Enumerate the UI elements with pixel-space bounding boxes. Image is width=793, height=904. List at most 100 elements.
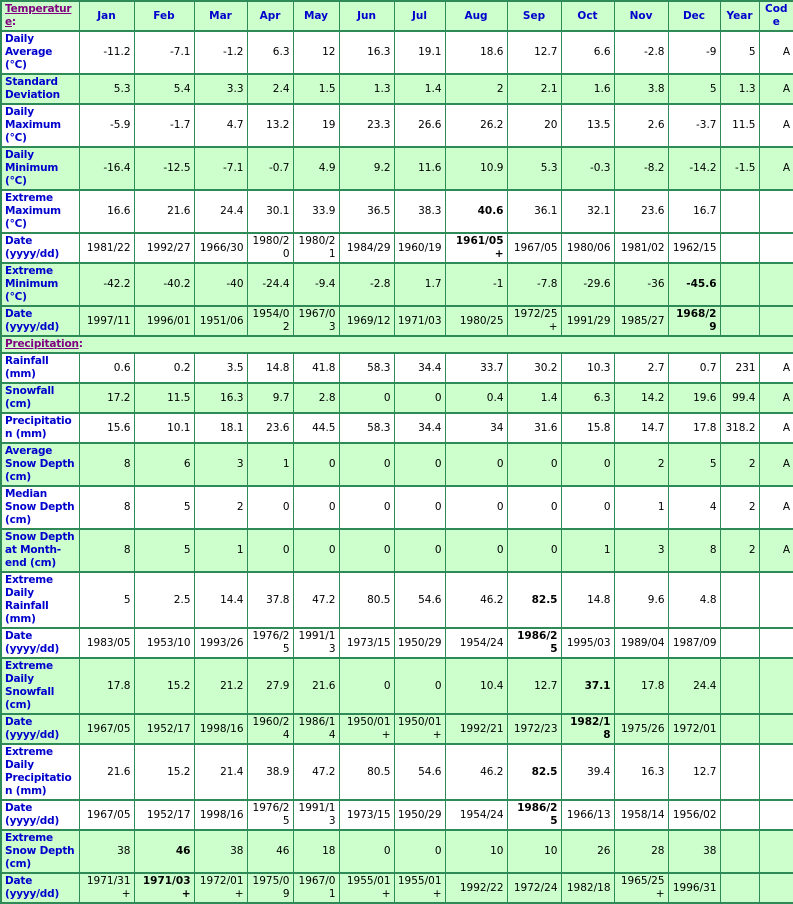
data-cell: 1	[193, 528, 248, 573]
data-cell: -1	[444, 262, 508, 307]
data-cell: 1991/13	[292, 799, 340, 831]
data-cell: 1983/05	[78, 627, 135, 659]
table-row: Date (yyyy/dd) 1983/05 1953/10 1993/26 1976/…	[0, 627, 793, 659]
data-cell: 1.3	[719, 73, 760, 105]
data-cell: 18.1	[193, 412, 248, 444]
data-cell: 33.7	[444, 352, 508, 384]
data-cell: 1976/25	[246, 799, 294, 831]
data-cell: -2.8	[613, 30, 669, 75]
data-cell	[758, 571, 793, 629]
data-cell	[758, 799, 793, 831]
temperature-section-link[interactable]: Temperature	[5, 3, 72, 28]
data-cell: A	[758, 442, 793, 487]
data-cell: 318.2	[719, 412, 760, 444]
data-cell: 3	[613, 528, 669, 573]
data-cell: 34.4	[393, 412, 446, 444]
data-cell: 1950/01+	[338, 713, 395, 745]
data-cell: 1.6	[560, 73, 615, 105]
data-cell: 32.1	[560, 189, 615, 234]
data-cell: 1	[560, 528, 615, 573]
data-cell: 0.4	[444, 382, 508, 414]
column-header-feb: Feb	[133, 0, 195, 32]
data-cell: 1956/02	[667, 799, 721, 831]
data-cell: 1982/18	[560, 872, 615, 904]
column-header-jun: Jun	[338, 0, 395, 32]
data-cell: -12.5	[133, 146, 195, 191]
data-cell: 4.9	[292, 146, 340, 191]
data-cell: 26.2	[444, 103, 508, 148]
data-cell: 1953/10	[133, 627, 195, 659]
data-cell: 80.5	[338, 571, 395, 629]
data-cell: 2.6	[613, 103, 669, 148]
temperature-section-colon: :	[11, 16, 16, 28]
data-cell: 0	[338, 657, 395, 715]
data-cell: -36	[613, 262, 669, 307]
data-cell: 21.6	[78, 743, 135, 801]
data-cell: 6.6	[560, 30, 615, 75]
table-row: Snowfall (cm) 17.2 11.5 16.3 9.7 2.8 0 0 0.4 1.4 6…	[0, 382, 793, 414]
data-cell: 37.8	[246, 571, 294, 629]
data-cell: 1965/25+	[613, 872, 669, 904]
data-cell: 23.6	[246, 412, 294, 444]
data-cell	[758, 657, 793, 715]
data-cell: 13.2	[246, 103, 294, 148]
data-cell: 14.8	[560, 571, 615, 629]
data-cell: 46	[133, 829, 195, 874]
data-cell: 27.9	[246, 657, 294, 715]
column-header-dec: Dec	[667, 0, 721, 32]
data-cell: 33.9	[292, 189, 340, 234]
data-cell: -9	[667, 30, 721, 75]
data-cell: 5	[133, 485, 195, 530]
data-cell: 54.6	[393, 571, 446, 629]
data-cell: 10.4	[444, 657, 508, 715]
column-header-year: Year	[719, 0, 760, 32]
temperature-section-cell: Temperature:	[0, 0, 80, 32]
data-cell: -2.8	[338, 262, 395, 307]
data-cell	[719, 232, 760, 264]
data-cell: 1966/13	[560, 799, 615, 831]
data-cell: A	[758, 485, 793, 530]
data-cell: 1955/01+	[338, 872, 395, 904]
table-row: Daily Average (°C) -11.2 -7.1 -1.2 6.3 12 16.3…	[0, 30, 793, 75]
data-cell: 0	[338, 829, 395, 874]
precipitation-section-link[interactable]: Precipitation	[5, 338, 79, 350]
data-cell: 1.3	[338, 73, 395, 105]
data-cell: 0	[506, 485, 562, 530]
column-header-oct: Oct	[560, 0, 615, 32]
data-cell: 1967/01	[292, 872, 340, 904]
data-cell: 1991/29	[560, 305, 615, 337]
column-header-aug: Aug	[444, 0, 508, 32]
data-cell: 1954/02	[246, 305, 294, 337]
data-cell: 1961/05+	[444, 232, 508, 264]
data-cell: 14.8	[246, 352, 294, 384]
data-cell: -0.7	[246, 146, 294, 191]
data-cell: 26.6	[393, 103, 446, 148]
data-cell: 34	[444, 412, 508, 444]
row-label: Date (yyyy/dd)	[0, 232, 80, 264]
data-cell: 0	[393, 528, 446, 573]
column-header-row: Temperature: Jan Feb Mar Apr May Jun Jul Aug Sep O…	[0, 0, 793, 32]
data-cell	[758, 829, 793, 874]
data-cell: 47.2	[292, 743, 340, 801]
column-header-sep: Sep	[506, 0, 562, 32]
data-cell: 17.8	[78, 657, 135, 715]
data-cell	[758, 872, 793, 904]
data-cell: 1996/01	[133, 305, 195, 337]
data-cell: -45.6	[667, 262, 721, 307]
data-cell: 19	[292, 103, 340, 148]
data-cell: A	[758, 73, 793, 105]
data-cell: 1980/21	[292, 232, 340, 264]
data-cell: 1998/16	[193, 799, 248, 831]
data-cell: A	[758, 30, 793, 75]
row-label: Precipitation (mm)	[0, 412, 80, 444]
data-cell: 4.8	[667, 571, 721, 629]
data-cell: 1971/31+	[78, 872, 135, 904]
data-cell: 28	[613, 829, 669, 874]
data-cell: 5.4	[133, 73, 195, 105]
data-cell: 1962/15	[667, 232, 721, 264]
data-cell: 5.3	[78, 73, 135, 105]
data-cell: 0	[393, 485, 446, 530]
row-label: Date (yyyy/dd)	[0, 305, 80, 337]
data-cell: 10	[506, 829, 562, 874]
